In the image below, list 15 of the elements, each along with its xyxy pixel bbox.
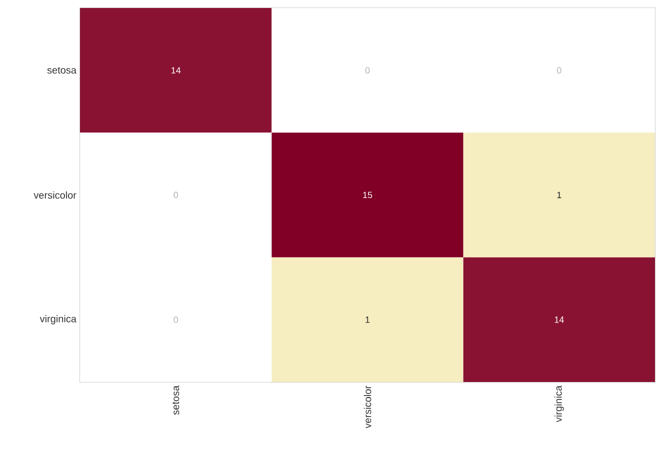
x-tick-label: versicolor	[364, 386, 372, 428]
x-tick-label: virginica	[554, 386, 564, 422]
y-tick-label: virginica	[40, 315, 76, 324]
data-label: 14	[172, 67, 181, 74]
x-tick-label: setosa	[172, 386, 180, 415]
data-label: 15	[363, 192, 372, 198]
y-tick-label: versicolor	[34, 191, 76, 199]
data-label: 0	[365, 67, 370, 74]
data-label: 14	[554, 316, 564, 323]
data-label: 1	[366, 316, 370, 323]
data-label: 0	[557, 67, 562, 74]
y-tick-label: setosa	[47, 67, 76, 74]
data-label: 0	[174, 192, 178, 198]
data-label: 0	[174, 316, 178, 323]
data-label: 1	[557, 192, 562, 198]
